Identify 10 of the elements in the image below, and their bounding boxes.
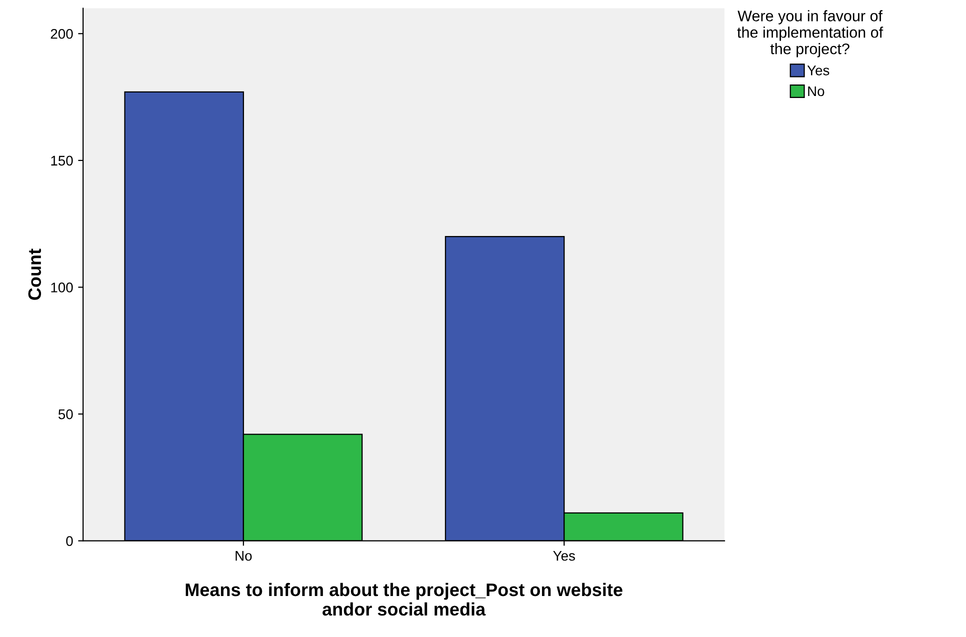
- y-tick-label: 50: [58, 409, 73, 420]
- legend-label: No: [808, 86, 824, 96]
- y-axis-title: Count: [28, 248, 42, 300]
- legend-title: Were you in favour of the implementation of the project?: [737, 10, 884, 58]
- y-tick-label: 0: [66, 536, 73, 546]
- y-tick-label: 100: [51, 282, 73, 292]
- legend-label: Yes: [807, 66, 830, 76]
- y-tick-label: 200: [50, 28, 73, 39]
- x-axis-title: Means to inform about the project_Post on website andor social media: [186, 582, 622, 616]
- y-tick-label: 150: [51, 156, 73, 166]
